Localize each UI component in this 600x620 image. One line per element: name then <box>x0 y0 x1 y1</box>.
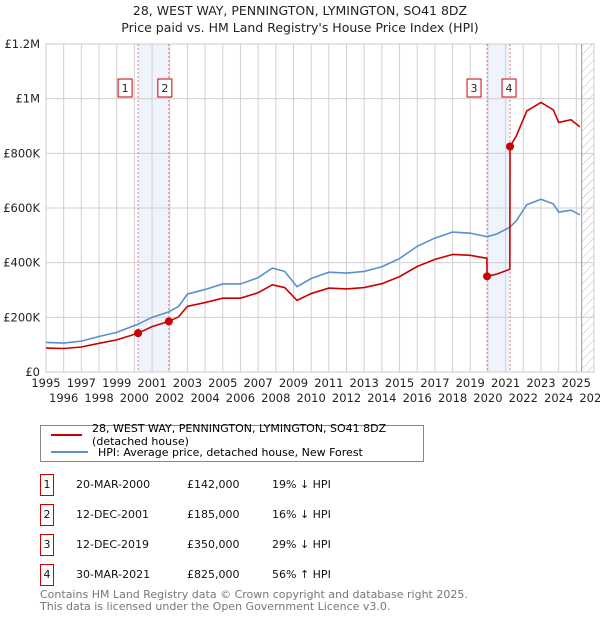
x-tick-label: 2024 <box>544 391 573 405</box>
sale-point <box>134 329 143 338</box>
x-tick-label: 2007 <box>243 376 272 390</box>
x-tick-label: 2001 <box>137 376 166 390</box>
y-tick-label: £800K <box>3 146 40 160</box>
legend-item-hpi: HPI: Average price, detached house, New … <box>51 444 363 460</box>
x-tick-label: 2010 <box>297 391 326 405</box>
sale-number: 2 <box>40 504 54 526</box>
price-chart: 1995199619971998199920002001200220032004… <box>3 37 600 405</box>
x-tick-label: 2000 <box>120 391 149 405</box>
sale-label-number: 2 <box>161 82 168 95</box>
x-tick-label: 2025 <box>562 376 591 390</box>
x-tick-label: 2002 <box>155 391 184 405</box>
legend-label: HPI: Average price, detached house, New … <box>98 445 363 459</box>
legend-swatch <box>51 434 83 436</box>
property-price-line <box>45 101 581 350</box>
y-tick-label: £0 <box>25 365 40 379</box>
x-tick-label: 2004 <box>190 391 219 405</box>
x-tick-label: 1996 <box>49 391 78 405</box>
hpi-line <box>45 198 581 344</box>
sale-label-box <box>501 78 517 98</box>
sale-price: £350,000 <box>187 538 240 551</box>
sale-date: 30-MAR-2021 <box>76 568 151 581</box>
x-tick-label: 2014 <box>367 391 396 405</box>
sale-date: 12-DEC-2019 <box>76 538 150 551</box>
legend-item-property: 28, WEST WAY, PENNINGTON, LYMINGTON, SO4… <box>51 422 423 448</box>
sale-date: 12-DEC-2001 <box>76 508 150 521</box>
x-tick-label: 2013 <box>350 376 379 390</box>
sale-date: 20-MAR-2000 <box>76 478 151 491</box>
x-tick-label: 2018 <box>438 391 467 405</box>
legend: 28, WEST WAY, PENNINGTON, LYMINGTON, SO4… <box>40 422 424 462</box>
x-tick-label: 2021 <box>491 376 520 390</box>
sale-label-number: 1 <box>122 82 129 95</box>
sale-hpi-diff: 56% ↑ HPI <box>272 568 331 581</box>
chart-title: 28, WEST WAY, PENNINGTON, LYMINGTON, SO4… <box>132 3 468 18</box>
sale-number: 4 <box>40 564 54 586</box>
sale-label-box <box>117 78 133 98</box>
x-tick-label: 2008 <box>261 391 290 405</box>
x-tick-label: 2016 <box>403 391 432 405</box>
x-tick-label: 2006 <box>226 391 255 405</box>
x-tick-label: 2020 <box>473 391 502 405</box>
legend-swatch <box>51 451 88 453</box>
x-tick-label: 1999 <box>102 376 131 390</box>
plot-frame <box>45 43 595 373</box>
x-tick-label: 1997 <box>67 376 96 390</box>
x-tick-label: 2012 <box>332 391 361 405</box>
y-tick-label: £1M <box>15 92 40 106</box>
sale-point <box>483 272 492 281</box>
sale-label-box <box>157 78 173 98</box>
x-tick-label: 2026 <box>579 391 600 405</box>
sale-hpi-diff: 19% ↓ HPI <box>272 478 331 491</box>
x-tick-label: 1998 <box>84 391 113 405</box>
sale-number: 3 <box>40 534 54 556</box>
sale-label-box <box>466 78 482 98</box>
sale-price: £825,000 <box>187 568 240 581</box>
sale-label-number: 3 <box>471 82 478 95</box>
x-tick-label: 2019 <box>456 376 485 390</box>
x-tick-label: 2011 <box>314 376 343 390</box>
sale-hpi-diff: 29% ↓ HPI <box>272 538 331 551</box>
x-tick-label: 2023 <box>526 376 555 390</box>
footer-line-1: Contains HM Land Registry data © Crown c… <box>40 588 468 601</box>
x-tick-label: 2017 <box>420 376 449 390</box>
sale-number: 1 <box>40 474 54 496</box>
x-tick-label: 2003 <box>173 376 202 390</box>
x-tick-label: 2009 <box>279 376 308 390</box>
x-tick-label: 1995 <box>31 376 60 390</box>
y-tick-label: £200K <box>3 310 40 324</box>
chart-subtitle: Price paid vs. HM Land Registry's House … <box>121 20 479 35</box>
y-tick-label: £600K <box>3 201 40 215</box>
x-tick-label: 2022 <box>509 391 538 405</box>
x-tick-label: 2005 <box>208 376 237 390</box>
sale-price: £185,000 <box>187 508 240 521</box>
sale-price: £142,000 <box>187 478 240 491</box>
x-tick-label: 2015 <box>385 376 414 390</box>
sale-point <box>506 142 515 151</box>
sale-point <box>164 317 173 326</box>
footer-line-2: This data is licensed under the Open Gov… <box>40 600 391 613</box>
y-tick-label: £1.2M <box>4 37 40 51</box>
sale-hpi-diff: 16% ↓ HPI <box>272 508 331 521</box>
sale-label-number: 4 <box>506 82 513 95</box>
y-tick-label: £400K <box>3 256 40 270</box>
legend-label: 28, WEST WAY, PENNINGTON, LYMINGTON, SO4… <box>92 422 387 448</box>
